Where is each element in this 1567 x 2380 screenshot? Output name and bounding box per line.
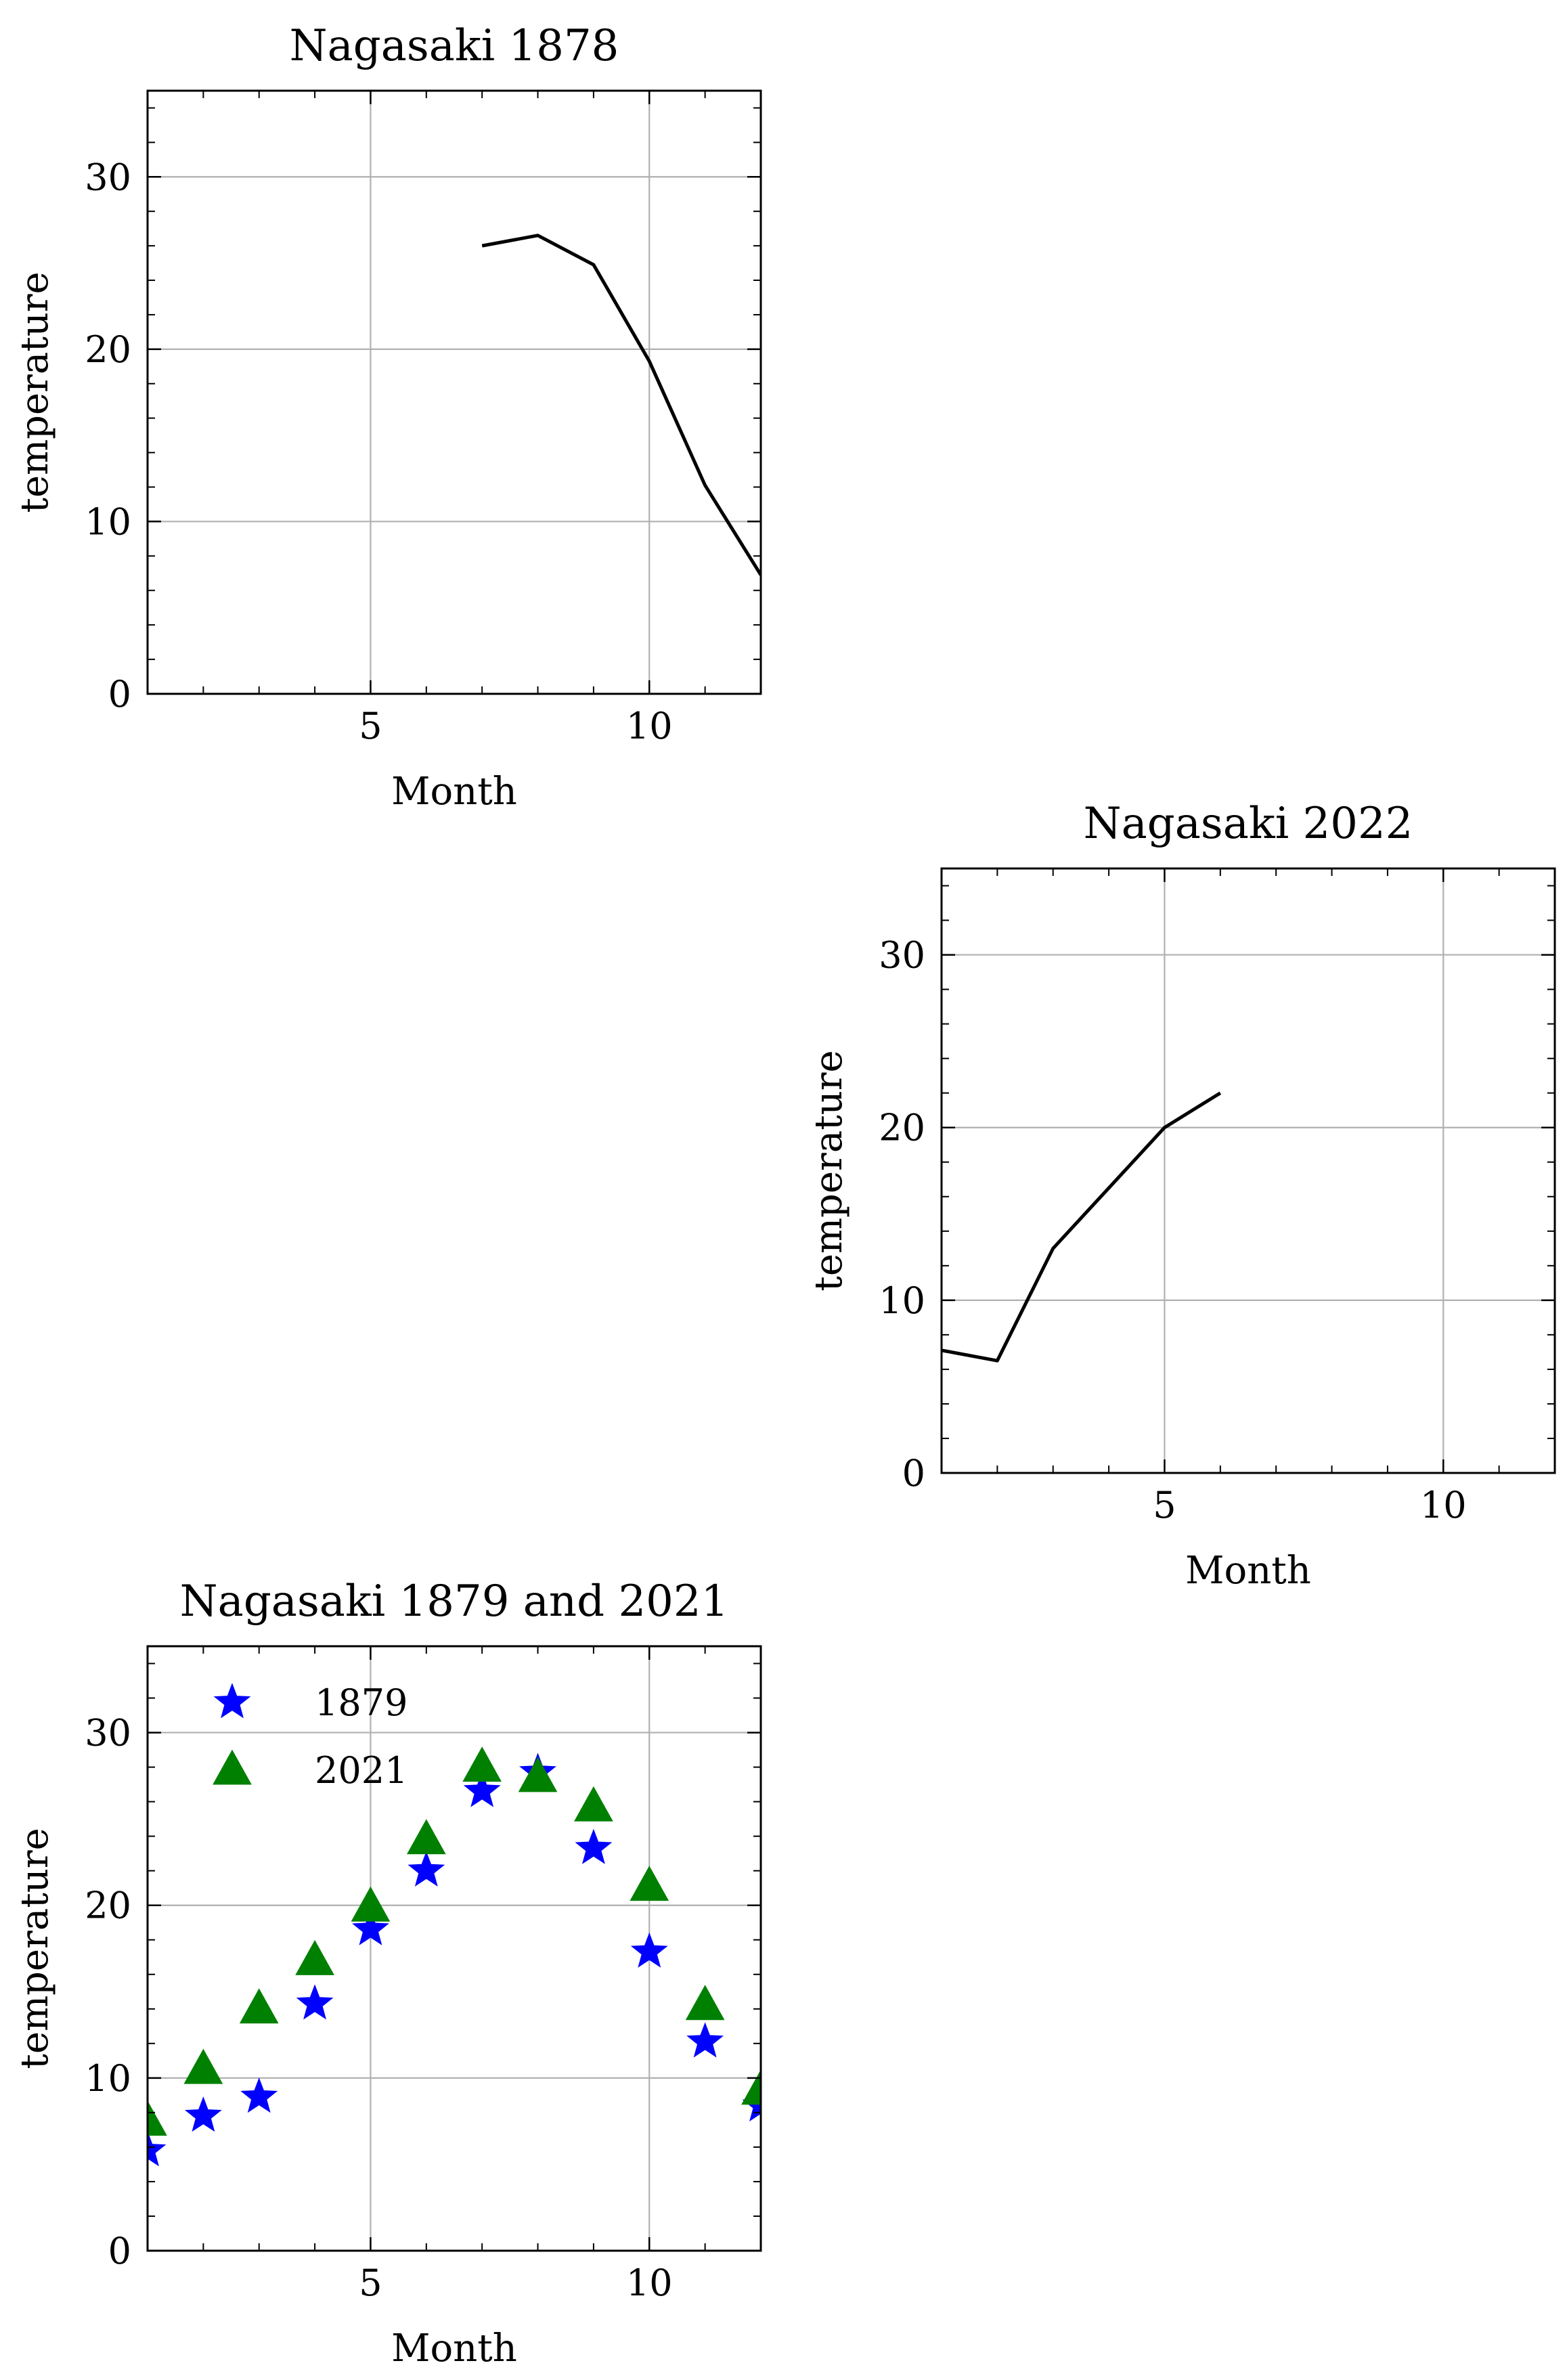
x-tick-label: 10 <box>626 2262 673 2304</box>
axes-frame <box>940 867 1556 1474</box>
y-tick-label: 10 <box>879 1279 925 1322</box>
y-tick-label: 30 <box>879 934 925 977</box>
y-tick-label: 10 <box>85 500 131 543</box>
plot-area <box>942 1091 1222 1363</box>
data-point-2021 <box>685 1985 725 2021</box>
y-tick-label: 20 <box>879 1107 925 1149</box>
y-tick-label: 0 <box>902 1452 925 1495</box>
chart-3: 5 10 0 10 20 30 Nagasaki 1879 and 2021 Month tem… <box>13 1577 762 2371</box>
chart-title: Nagasaki 1878 <box>290 21 619 71</box>
data-point-1879 <box>148 2131 167 2167</box>
data-point-2021 <box>462 1746 502 1782</box>
y-tick-label: 0 <box>108 2230 131 2272</box>
data-point-2021 <box>148 2100 167 2136</box>
data-point-2021 <box>295 1939 334 1975</box>
x-tick-label: 5 <box>359 2262 382 2304</box>
x-axis-label: Month <box>391 2327 517 2371</box>
y-axis-label: temperature <box>13 271 57 512</box>
legend: 1879 2021 <box>213 1681 407 1792</box>
y-tick-label: 0 <box>108 673 131 715</box>
y-tick-label: 20 <box>85 1885 131 1927</box>
data-point-2021 <box>239 1988 279 2024</box>
x-axis-label: Month <box>391 770 517 814</box>
axes-frame <box>146 1645 762 2252</box>
data-point-1879 <box>240 2077 278 2113</box>
y-axis-label: temperature <box>807 1050 851 1291</box>
data-point-1879 <box>407 1851 445 1887</box>
data-point-2021 <box>406 1819 446 1855</box>
data-point-1879 <box>575 1828 613 1864</box>
plot-area <box>148 1746 761 2167</box>
data-point-2021 <box>518 1757 558 1792</box>
x-tick-label: 10 <box>1420 1484 1467 1526</box>
y-tick-label: 20 <box>85 328 131 371</box>
x-tick-label: 5 <box>359 705 382 747</box>
data-point-2021 <box>574 1786 613 1822</box>
data-point-2021 <box>630 1866 669 1901</box>
data-point-1879 <box>296 1984 334 2020</box>
legend-marker-1879 <box>213 1683 251 1719</box>
plot-area <box>481 234 761 576</box>
y-tick-label: 30 <box>85 156 131 198</box>
y-axis-label: temperature <box>13 1828 57 2069</box>
data-point-2021 <box>351 1886 391 1922</box>
chart-title: Nagasaki 1879 and 2021 <box>180 1577 729 1627</box>
data-point-1879 <box>686 2022 724 2058</box>
legend-marker-2021 <box>213 1749 252 1785</box>
chart-1: 5 10 0 10 20 30 Nagasaki 1878 Month temperature <box>13 21 762 814</box>
series-line <box>942 1091 1222 1363</box>
y-tick-label: 30 <box>85 1712 131 1755</box>
x-tick-label: 5 <box>1153 1484 1176 1526</box>
x-tick-label: 10 <box>626 705 673 747</box>
legend-label: 2021 <box>315 1749 407 1792</box>
legend-label: 1879 <box>315 1681 407 1724</box>
data-point-2021 <box>183 2048 223 2084</box>
x-axis-label: Month <box>1185 1549 1311 1593</box>
series-line <box>481 234 761 576</box>
data-point-1879 <box>352 1910 389 1945</box>
y-tick-label: 10 <box>85 2057 131 2100</box>
data-point-1879 <box>630 1932 668 1968</box>
axes-frame <box>146 89 762 695</box>
data-point-2021 <box>741 2069 761 2105</box>
data-point-1879 <box>184 2096 222 2132</box>
chart-2: 5 10 0 10 20 30 Nagasaki 2022 Month temperature <box>807 799 1556 1593</box>
chart-title: Nagasaki 2022 <box>1084 799 1413 849</box>
data-point-1879 <box>463 1771 501 1807</box>
